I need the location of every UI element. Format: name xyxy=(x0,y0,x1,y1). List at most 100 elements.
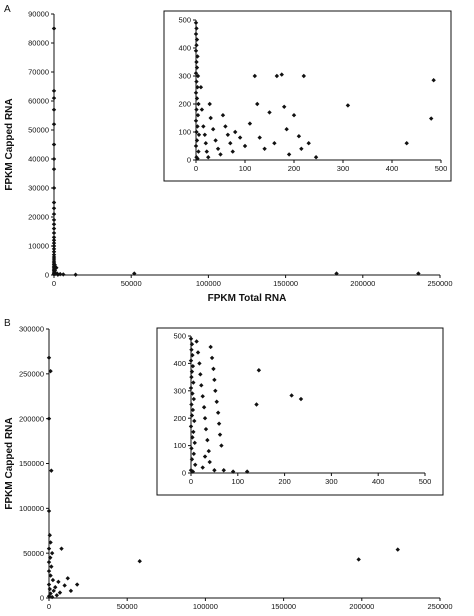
inset-data-point xyxy=(208,115,213,121)
y-tick-label: 100000 xyxy=(19,504,44,513)
data-point xyxy=(51,95,57,101)
data-point xyxy=(56,579,61,585)
inset-data-point xyxy=(191,451,197,457)
inset-data-point xyxy=(313,155,319,160)
inset-data-point xyxy=(205,437,210,443)
inset-data-point xyxy=(254,402,259,407)
inset-y-tick-label: 100 xyxy=(173,441,186,450)
data-point xyxy=(51,156,57,162)
inset-y-tick-label: 200 xyxy=(178,100,191,109)
inset-data-point xyxy=(216,421,222,426)
inset-data-point xyxy=(299,146,304,151)
data-point xyxy=(73,272,78,277)
inset-data-point xyxy=(190,391,195,396)
inset-x-tick-label: 200 xyxy=(288,164,301,173)
inset-data-point xyxy=(190,363,196,369)
inset-data-point xyxy=(207,101,212,107)
inset-data-point xyxy=(296,134,302,139)
data-point xyxy=(50,577,56,583)
data-point xyxy=(48,591,53,596)
inset-data-point xyxy=(193,90,199,95)
inset-data-point xyxy=(195,156,200,161)
inset-data-point xyxy=(208,344,213,350)
data-point xyxy=(65,576,70,581)
data-point xyxy=(395,547,400,552)
y-tick-label: 0 xyxy=(40,594,44,603)
inset-data-point xyxy=(189,347,194,352)
data-point xyxy=(59,546,64,551)
data-point xyxy=(51,122,57,127)
data-point xyxy=(54,593,60,598)
inset-data-point xyxy=(200,394,205,399)
data-point xyxy=(47,586,52,592)
inset-data-point xyxy=(189,446,194,451)
inset-data-point xyxy=(193,118,199,123)
inset-data-point xyxy=(228,141,233,146)
data-point xyxy=(137,559,142,564)
inset-data-point xyxy=(282,104,287,109)
y-axis-title: FPKM Capped RNA xyxy=(4,98,15,190)
data-point xyxy=(47,533,52,538)
data-point xyxy=(46,355,52,360)
inset-x-tick-label: 200 xyxy=(278,477,291,486)
inset-y-tick-label: 0 xyxy=(182,469,186,478)
inset-data-point xyxy=(199,383,204,388)
inset-data-point xyxy=(221,468,226,473)
x-tick-label: 250000 xyxy=(427,602,452,611)
inset-data-point xyxy=(193,48,199,53)
y-tick-label: 60000 xyxy=(28,97,49,106)
data-point xyxy=(51,222,57,227)
inset-data-point xyxy=(210,127,216,132)
inset-data-point xyxy=(193,71,199,76)
x-tick-label: 0 xyxy=(47,602,51,611)
data-point xyxy=(49,564,54,569)
x-tick-label: 50000 xyxy=(117,602,138,611)
y-tick-label: 90000 xyxy=(28,10,49,19)
inset-data-point xyxy=(194,339,199,344)
inset-x-tick-label: 400 xyxy=(372,477,385,486)
inset-data-point xyxy=(206,448,211,454)
data-point xyxy=(54,265,59,270)
y-tick-label: 70000 xyxy=(28,68,49,77)
inset-data-point xyxy=(218,152,223,157)
chart-panel-a: 0 50000 100000 150000 200000 2500000100002000… xyxy=(4,10,453,304)
x-tick-label: 250000 xyxy=(427,279,452,288)
x-tick-label: 50000 xyxy=(121,279,142,288)
data-point xyxy=(48,573,53,578)
x-tick-label: 200000 xyxy=(350,279,375,288)
inset-data-point xyxy=(212,377,217,383)
x-tick-label: 150000 xyxy=(273,279,298,288)
inset-data-point xyxy=(215,146,221,151)
y-axis-title: FPKM Capped RNA xyxy=(4,417,15,509)
data-point xyxy=(51,211,57,217)
data-point xyxy=(51,107,57,112)
inset-data-point xyxy=(189,457,195,462)
inset-data-point xyxy=(194,26,199,31)
inset-data-point xyxy=(194,96,200,101)
x-tick-label: 0 xyxy=(52,279,56,288)
inset-data-point xyxy=(262,146,267,151)
data-point xyxy=(53,585,58,590)
inset-x-tick-label: 100 xyxy=(239,164,252,173)
inset-y-tick-label: 100 xyxy=(178,128,191,137)
inset-data-point xyxy=(202,132,208,137)
inset-data-point xyxy=(197,361,202,366)
inset-data-point xyxy=(190,469,196,474)
inset-data-point xyxy=(214,399,219,404)
data-point xyxy=(52,262,57,268)
data-point xyxy=(46,559,52,565)
data-point xyxy=(51,200,57,205)
inset-data-point xyxy=(194,138,200,143)
inset-data-point xyxy=(225,132,231,137)
inset-data-point xyxy=(194,59,199,65)
data-point xyxy=(51,226,57,231)
inset-data-point xyxy=(190,435,195,440)
inset-x-tick-label: 500 xyxy=(435,164,448,173)
y-tick-label: 50000 xyxy=(28,126,49,135)
inset-data-point xyxy=(190,407,196,413)
inset-data-point xyxy=(252,73,257,79)
x-tick-label: 150000 xyxy=(271,602,296,611)
inset-y-tick-label: 200 xyxy=(173,414,186,423)
chart-panel-b: 0 50000 100000 150000 200000 2500000500001000… xyxy=(4,325,453,611)
